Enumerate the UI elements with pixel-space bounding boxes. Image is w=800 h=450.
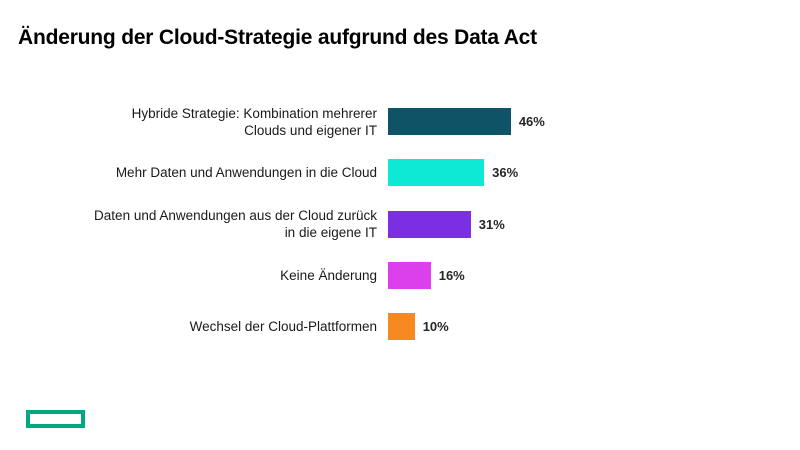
value-bar (388, 108, 511, 136)
category-label: Wechsel der Cloud-Plattformen (189, 319, 377, 335)
category-label: Mehr Daten und Anwendungen in die Cloud (115, 165, 377, 181)
chart-row: Wechsel der Cloud-Plattformen 10% (0, 301, 800, 352)
chart-row: Mehr Daten und Anwendungen in die Cloud 3… (0, 147, 800, 198)
value-bar (388, 313, 415, 341)
bar-area: 16% (388, 262, 465, 290)
chart-row: Hybride Strategie: Kombination mehrerer … (0, 96, 800, 147)
chart-row: Keine Änderung 16% (0, 250, 800, 301)
value-label: 10% (422, 319, 449, 335)
bar-area: 10% (388, 313, 449, 341)
value-label: 31% (478, 216, 505, 232)
value-label: 36% (492, 165, 519, 181)
bar-chart: Hybride Strategie: Kombination mehrerer … (0, 96, 800, 352)
value-label: 16% (438, 268, 465, 284)
hpe-logo (26, 410, 85, 428)
chart-row: Daten und Anwendungen aus der Cloud zurü… (0, 199, 800, 250)
category-label: Daten und Anwendungen aus der Cloud zurü… (94, 208, 377, 241)
bar-area: 31% (388, 210, 505, 238)
value-label: 46% (518, 114, 545, 130)
value-bar (388, 262, 431, 290)
category-label: Keine Änderung (280, 268, 377, 284)
bar-area: 36% (388, 159, 519, 187)
value-bar (388, 159, 485, 187)
value-bar (388, 210, 471, 238)
bar-area: 46% (388, 108, 545, 136)
chart-title: Änderung der Cloud-Strategie aufgrund de… (18, 26, 537, 49)
category-label: Hybride Strategie: Kombination mehrerer … (131, 105, 377, 138)
